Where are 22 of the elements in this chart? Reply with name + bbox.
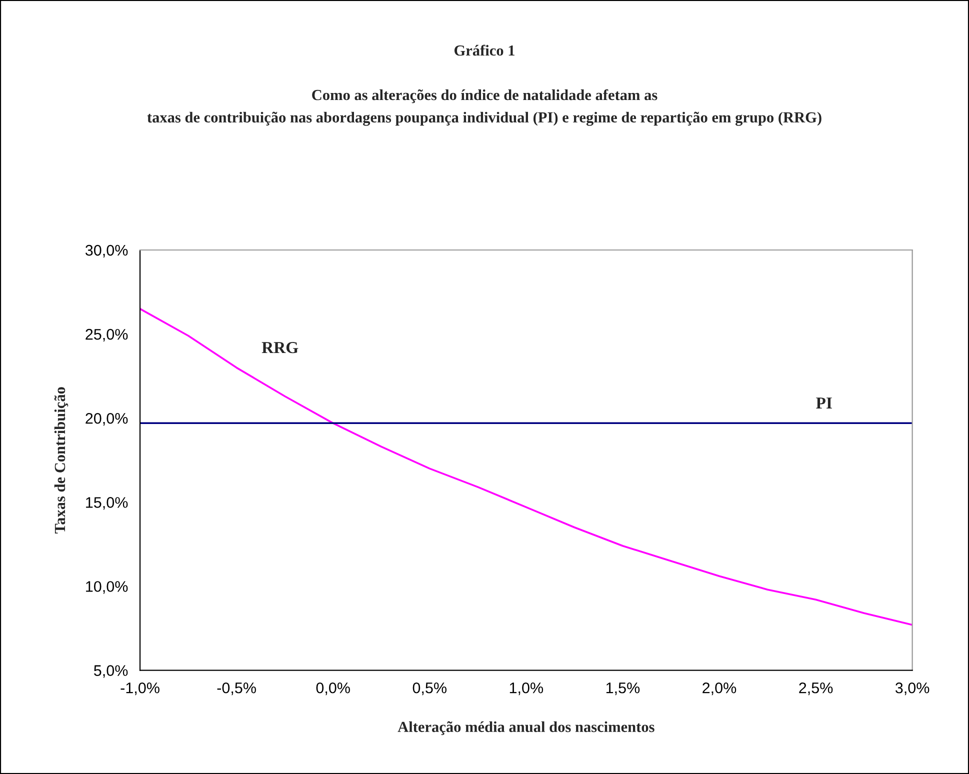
series-label: RRG [262, 342, 298, 354]
x-tick-label: 1,0% [510, 682, 544, 696]
chart-subtitle: Como as alterações do índice de natalidade afetam as taxas de contribuição nas abordagens poupança individual (PI) e regime de repartição em grupo (RRG) [147, 89, 822, 126]
line-series [140, 308, 912, 626]
x-tick-label: 2,5% [799, 682, 833, 696]
x-axis-title: Alteração média anual dos nascimentos [398, 721, 654, 736]
x-tick-label: 0,0% [316, 682, 350, 696]
x-tick-label: 2,0% [702, 682, 736, 696]
y-axis-title: Taxas de Contribuição [54, 387, 68, 534]
y-tick-label: 5,0% [94, 665, 128, 678]
y-tick-label: 20,0% [86, 412, 128, 426]
y-tick-label: 30,0% [85, 244, 128, 258]
series-label: PI [816, 398, 832, 408]
x-tick-label: -1,0% [120, 682, 160, 696]
x-tick-label: 0,5% [412, 682, 446, 696]
x-tick-label: 3,0% [895, 682, 930, 696]
y-tick-label: 25,0% [86, 328, 128, 342]
x-tick-label: -0,5% [217, 682, 256, 696]
y-tick-label: 10,0% [86, 581, 128, 594]
chart-title: Gráfico 1 [454, 44, 514, 56]
y-tick-label: 15,0% [86, 497, 128, 510]
x-tick-label: 1,5% [606, 682, 640, 696]
